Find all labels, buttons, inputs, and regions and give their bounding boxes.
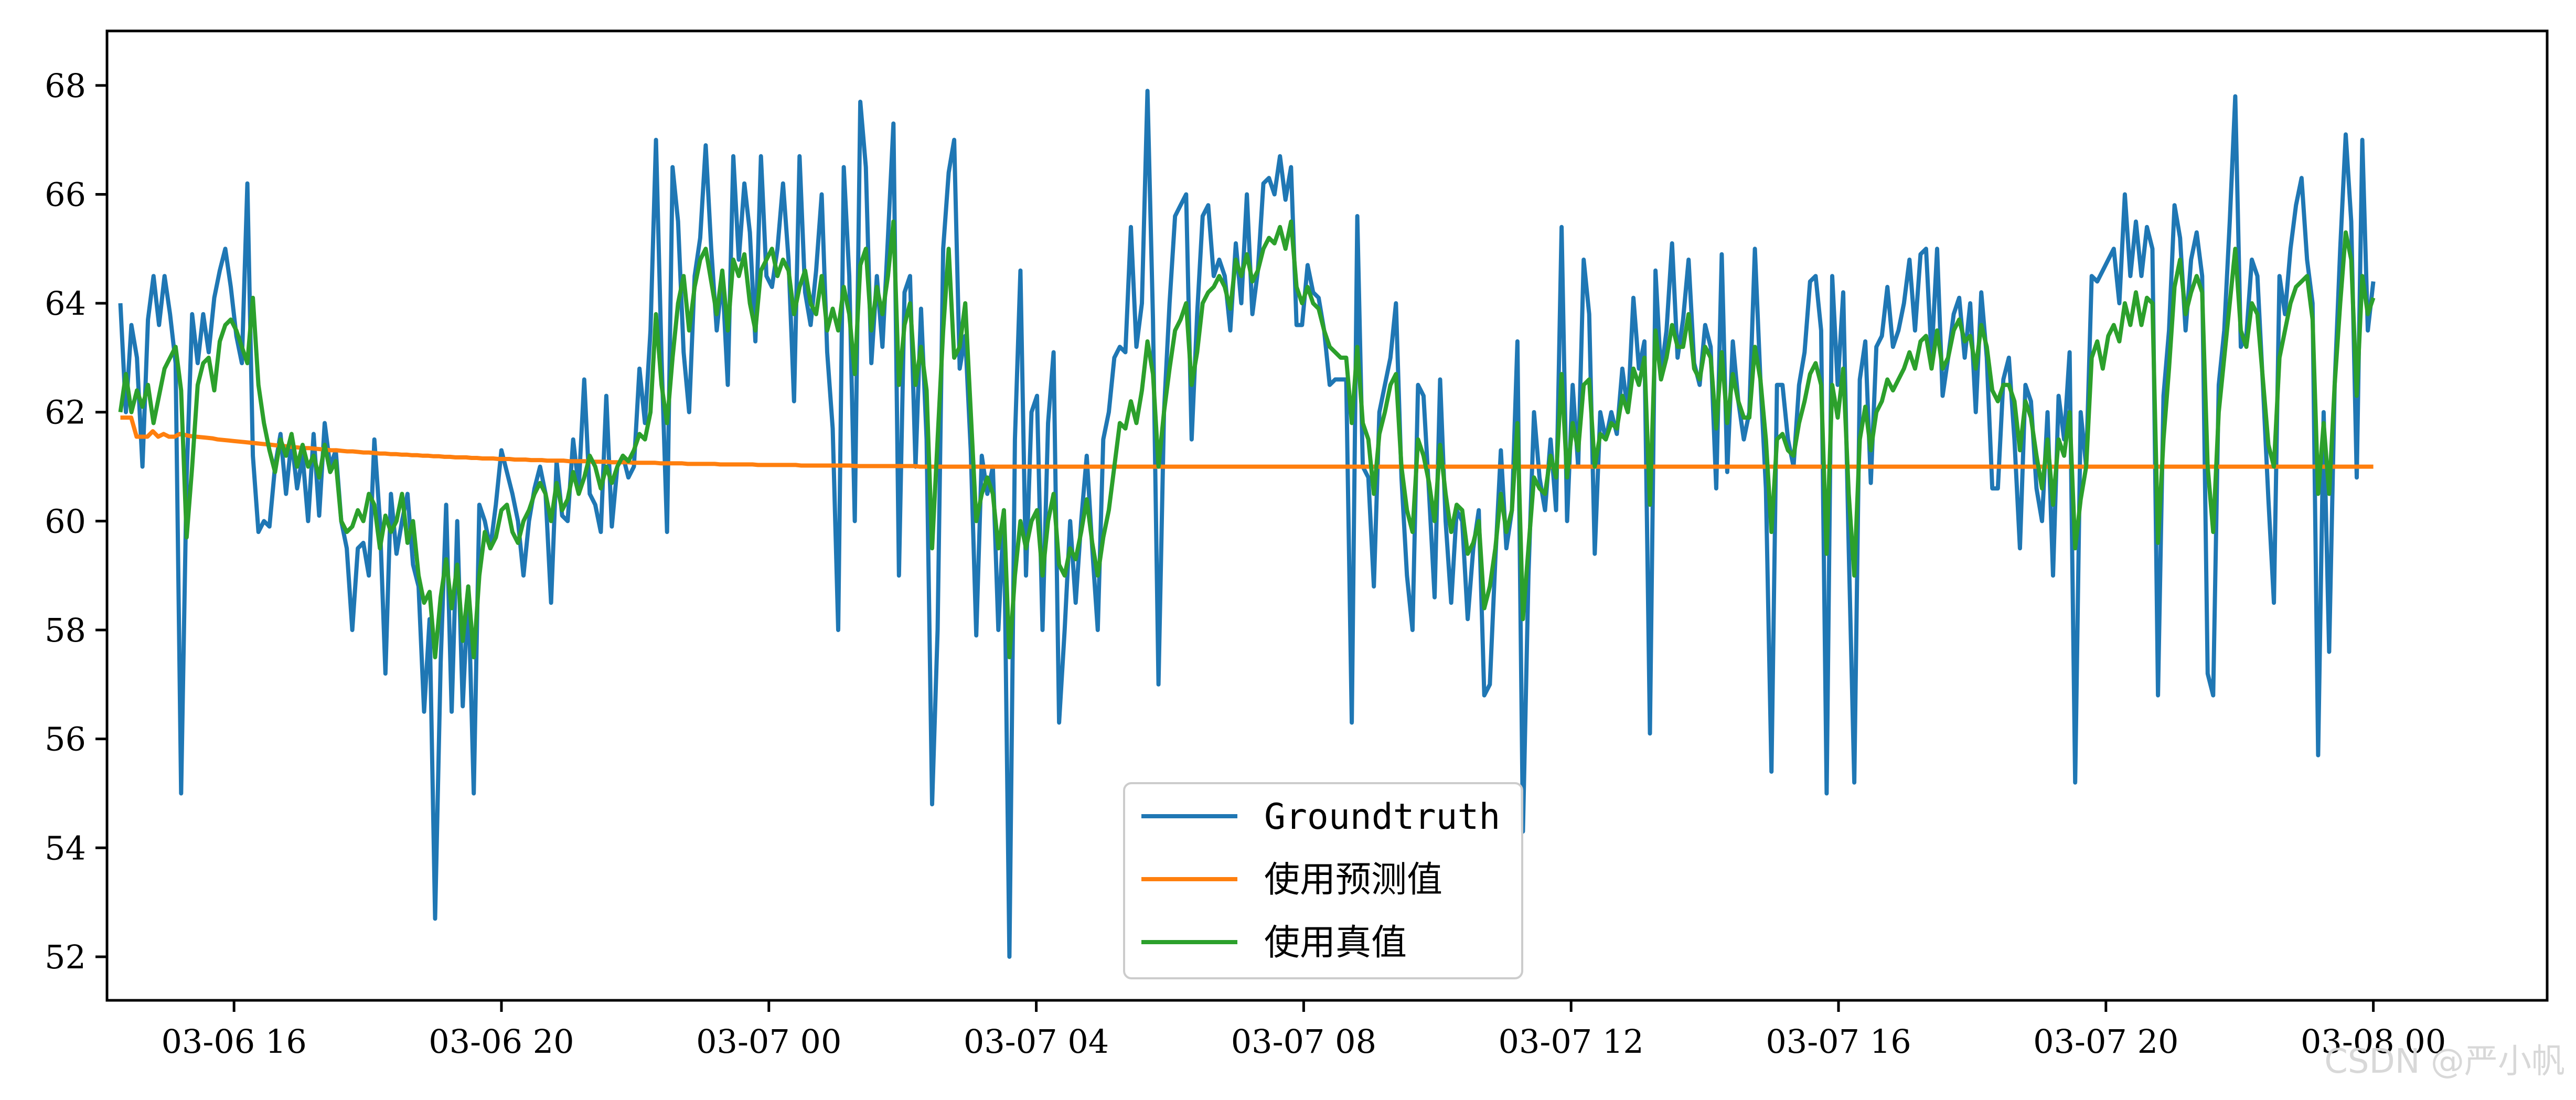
x-tick-label: 03-07 20: [2033, 1022, 2178, 1061]
axes-frame: [105, 29, 2549, 1002]
legend-box: [1123, 782, 1523, 979]
legend-label-true-value: 使用真值: [1264, 922, 1407, 964]
legend-label-groundtruth: Groundtruth: [1264, 796, 1500, 838]
x-axis: 03-06 16 03-06 20 03-07 00 03-07 04 03-07 08…: [161, 1000, 2446, 1061]
y-tick-label: 54: [45, 829, 86, 867]
legend-label-predicted: 使用预测值: [1264, 859, 1442, 901]
x-tick-label: 03-07 08: [1231, 1022, 1376, 1061]
series-line-true-value: [118, 219, 2376, 659]
x-tick-label: 03-07 12: [1499, 1022, 1644, 1061]
y-tick-label: 60: [45, 502, 86, 540]
y-tick-label: 58: [45, 611, 86, 649]
y-tick-label: 62: [45, 393, 86, 432]
legend: Groundtruth 使用预测值 使用真值: [1123, 782, 1523, 979]
watermark: CSDN @严小帆: [2324, 1042, 2565, 1081]
y-tick-label: 64: [45, 284, 86, 323]
y-tick-label: 56: [45, 720, 86, 759]
x-tick-label: 03-07 16: [1766, 1022, 1911, 1061]
x-tick-label: 03-06 16: [161, 1022, 306, 1061]
x-tick-label: 03-07 00: [696, 1022, 841, 1061]
x-tick-label: 03-06 20: [429, 1022, 574, 1061]
x-tick-label: 03-07 04: [964, 1022, 1109, 1061]
y-tick-label: 66: [45, 175, 86, 213]
series-layer: [118, 89, 2376, 959]
series-line-groundtruth: [118, 89, 2376, 959]
series-line-predicted: [120, 415, 2374, 469]
x-tick-label: 03-08 00: [2301, 1022, 2446, 1061]
y-tick-label: 52: [45, 938, 86, 976]
y-tick-label: 68: [45, 67, 86, 105]
y-axis: 52 54 56 58 60 62 64 66 68: [45, 67, 107, 976]
